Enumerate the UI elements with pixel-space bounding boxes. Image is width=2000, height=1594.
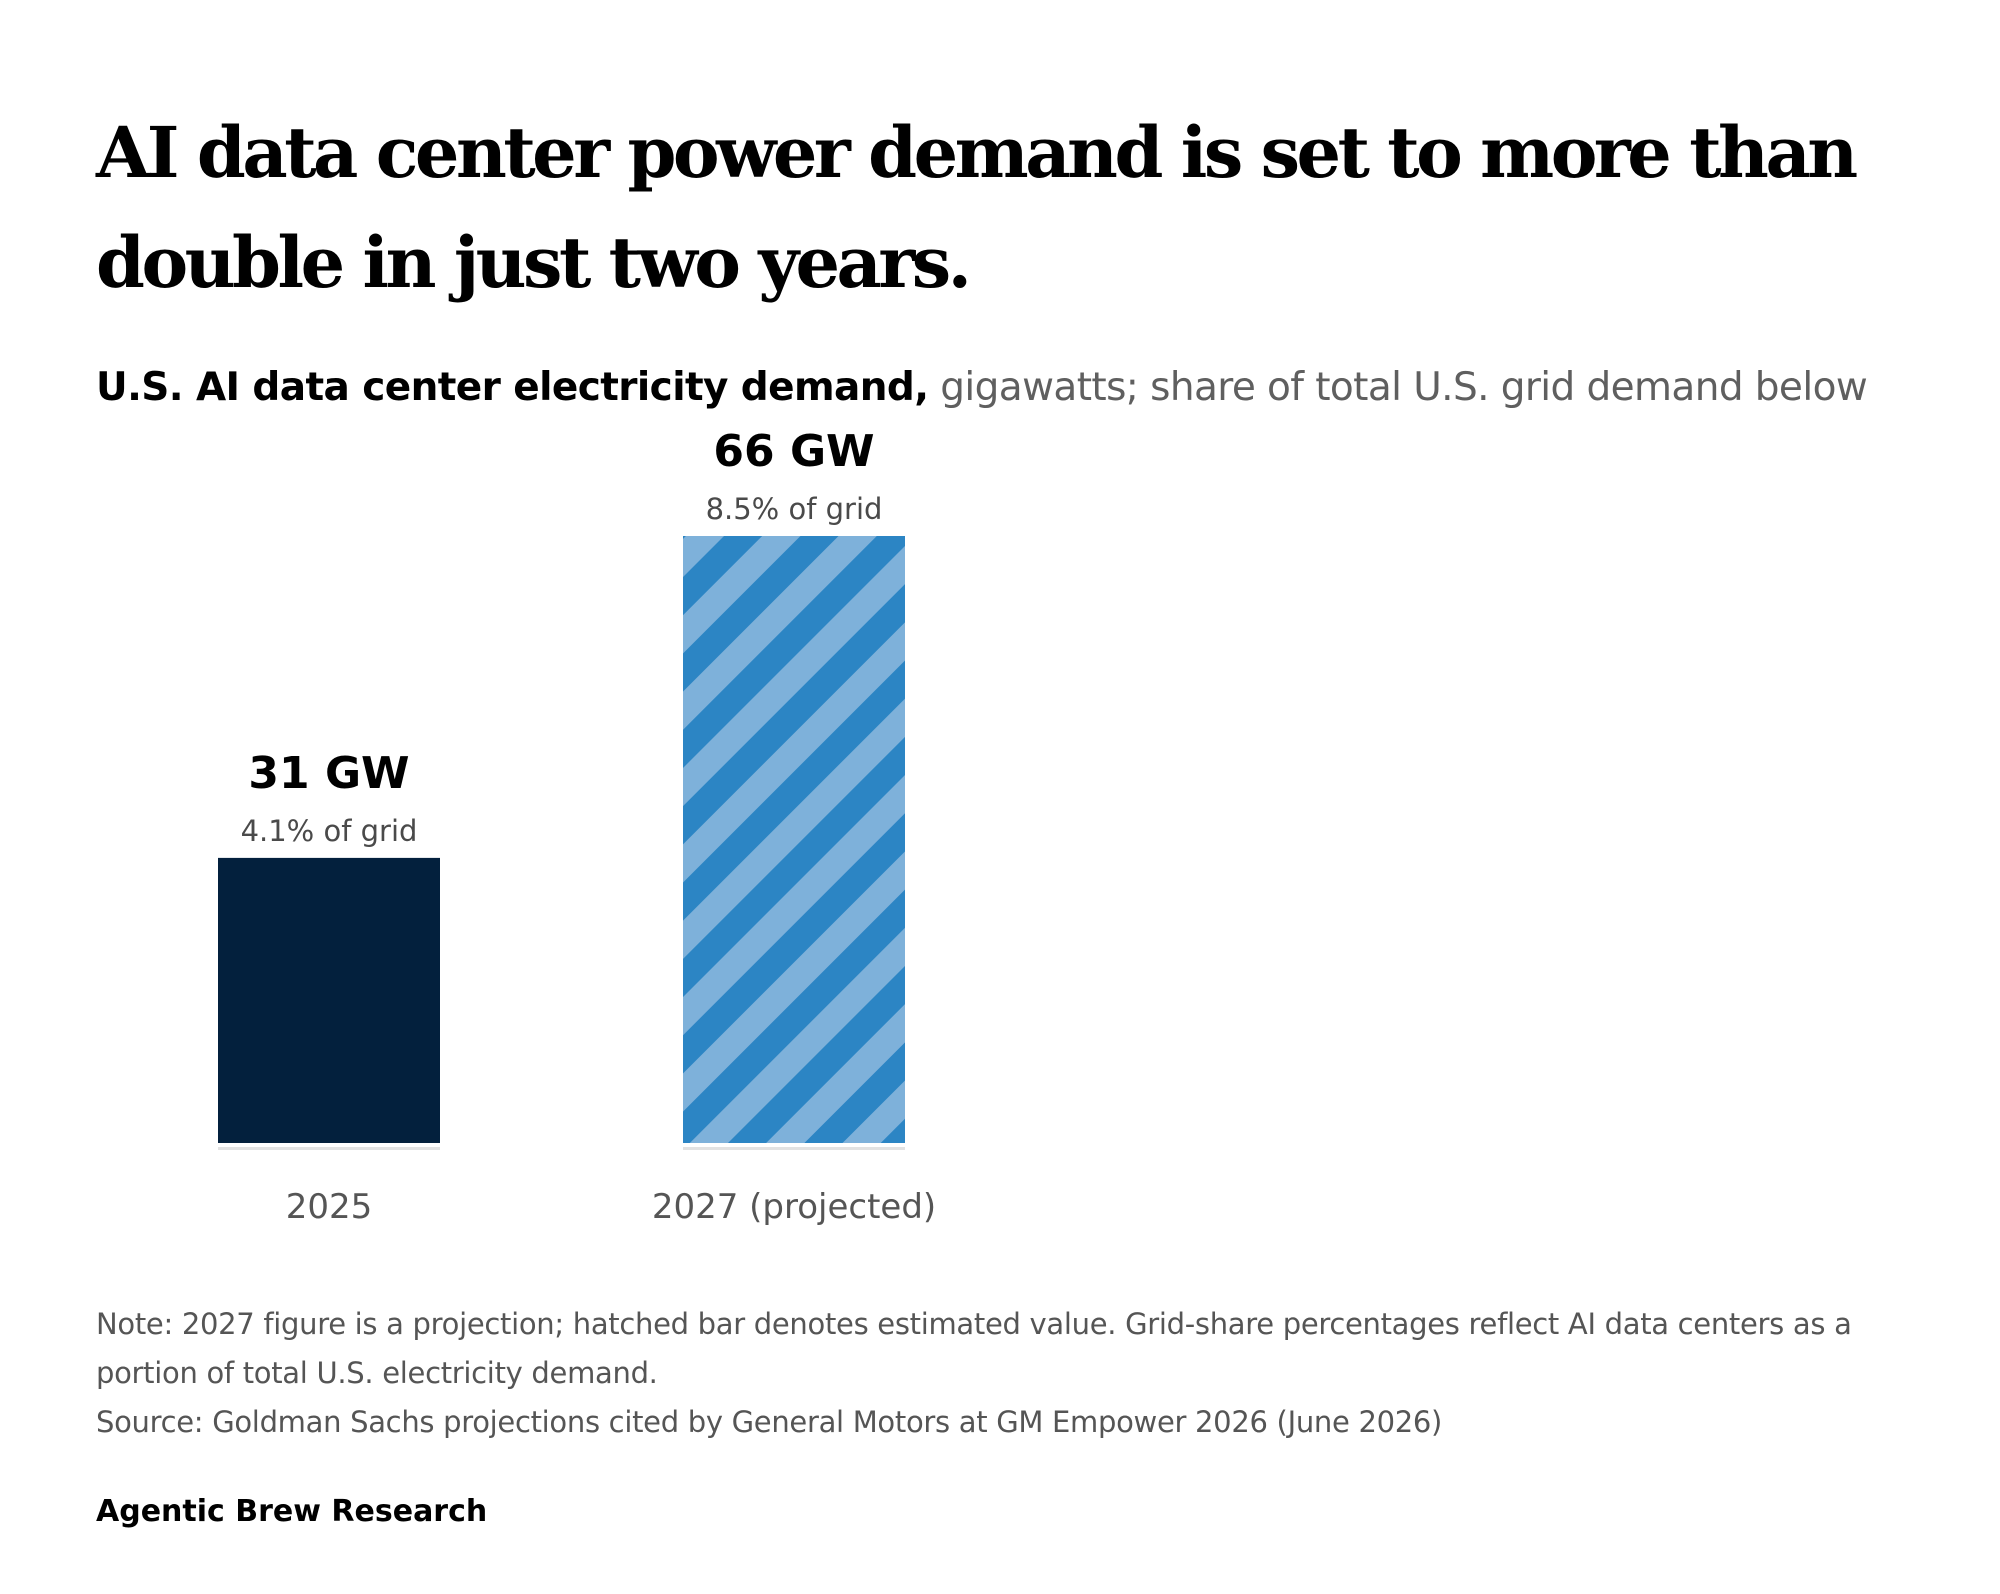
grid-share-label: 8.5% of grid xyxy=(706,492,883,526)
bar-projected xyxy=(683,536,905,1143)
chart-headline: AI data center power demand is set to mo… xyxy=(96,111,1858,304)
brand-credit: Agentic Brew Research xyxy=(96,1494,488,1529)
category-label: 2025 xyxy=(286,1187,373,1227)
subtitle-units: gigawatts; share of total U.S. grid dema… xyxy=(940,365,1868,410)
category-label: 2027 (projected) xyxy=(652,1187,936,1227)
bar-actual xyxy=(218,857,440,1143)
chart-note: Note: 2027 figure is a projection; hatch… xyxy=(96,1307,1852,1390)
bar-baseline xyxy=(218,1147,440,1150)
subtitle-metric: U.S. AI data center electricity demand, xyxy=(96,365,929,410)
grid-share-label: 4.1% of grid xyxy=(241,814,418,848)
bar-value-label: 31 GW xyxy=(248,748,409,799)
bar-baseline xyxy=(683,1147,905,1150)
chart-source: Source: Goldman Sachs projections cited … xyxy=(96,1405,1443,1439)
bar-chart: 4.1% of grid 31 GW 2025 8.5% of grid 66 GW 20… xyxy=(218,426,936,1227)
chart-subtitle: U.S. AI data center electricity demand, … xyxy=(96,360,1976,416)
bar-value-label: 66 GW xyxy=(713,426,874,477)
